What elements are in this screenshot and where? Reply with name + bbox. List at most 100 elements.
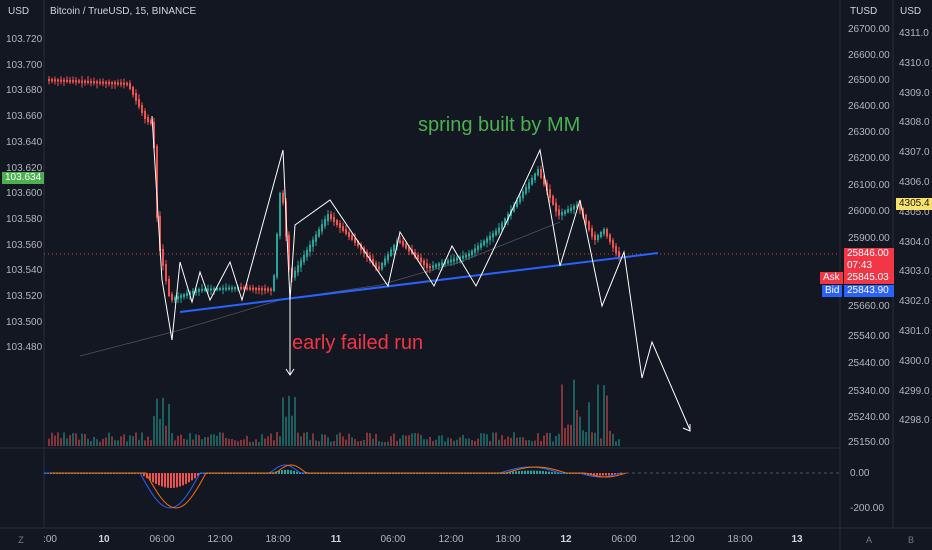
volume-bar [276, 432, 278, 446]
tusd-axis-tick-6: 26100.00 [848, 180, 890, 191]
macd-histogram-bar [596, 473, 598, 476]
volume-bar [468, 438, 470, 446]
candle-body [327, 214, 329, 222]
bid-price-tag: 25843.90 [844, 285, 894, 297]
candle-body [531, 178, 533, 185]
volume-bar [462, 434, 464, 446]
volume-bar [597, 384, 599, 446]
time-tick-9: 12 [560, 534, 572, 545]
volume-bar [243, 439, 245, 446]
volume-bar [351, 437, 353, 446]
volume-bar [150, 440, 152, 446]
tusd-axis-tick-7: 26000.00 [848, 206, 890, 217]
candle-body [612, 240, 614, 248]
zoom-reset-button[interactable]: Z [18, 535, 24, 545]
failed-run-annotation[interactable]: early failed run [292, 332, 424, 354]
volume-bar [144, 440, 146, 446]
candle-body [258, 288, 260, 291]
volume-bar [552, 441, 554, 446]
candle-body [69, 80, 71, 83]
macd-histogram-bar [188, 473, 190, 483]
volume-bar [435, 439, 437, 446]
candle-body [297, 265, 299, 273]
candle-body [72, 80, 74, 83]
candle-body [573, 206, 575, 210]
macd-histogram-bar [158, 473, 160, 486]
candle-body [57, 79, 59, 82]
volume-bar [357, 441, 359, 446]
tusd-axis-tick-12: 25340.00 [848, 386, 890, 397]
volume-bar [561, 384, 563, 446]
volume-bar [423, 439, 425, 446]
candle-body [417, 254, 419, 260]
candle-body [450, 259, 452, 263]
candle-body [372, 259, 374, 265]
bid-ask-toggle-button[interactable]: B [907, 535, 914, 545]
volume-bar [258, 441, 260, 446]
usd-axis-tick-0: 4311.0 [899, 28, 929, 39]
volume-bar [240, 439, 242, 446]
volume-bar [162, 397, 164, 446]
volume-bar [135, 432, 137, 446]
volume-bar [255, 439, 257, 446]
volume-bar [513, 432, 515, 446]
candle-body [489, 235, 491, 241]
volume-bar [420, 435, 422, 446]
candle-body [465, 254, 467, 258]
left-axis-tick-0: 103.720 [6, 34, 43, 45]
candle-body [420, 257, 422, 263]
zigzag-drawing [151, 115, 691, 431]
candle-body [597, 235, 599, 240]
volume-bar [204, 437, 206, 446]
candle-body [150, 120, 152, 124]
macd-histogram-bar [548, 471, 550, 474]
candle-body [186, 292, 188, 296]
volume-bar [66, 438, 68, 446]
candle-body [321, 224, 323, 232]
macd-histogram-bar [161, 473, 163, 487]
volume-bar [522, 437, 524, 446]
macd-histogram-bar [599, 473, 601, 476]
candle-body [579, 204, 581, 211]
candle-body [537, 169, 539, 176]
candle-body [111, 82, 113, 85]
symbol-title[interactable]: Bitcoin / TrueUSD, 15, BINANCE [50, 6, 197, 17]
volume-bar [261, 434, 263, 446]
volume-bar [114, 440, 116, 446]
candle-body [516, 200, 518, 207]
time-tick-1: 10 [98, 534, 110, 545]
tusd-axis-tick-8: 25900.00 [848, 233, 890, 244]
macd-histogram-bar [278, 470, 280, 474]
volume-bar [141, 432, 143, 446]
volume-bar [327, 437, 329, 446]
volume-bar [519, 437, 521, 446]
usd-axis-tick-10: 4301.0 [899, 326, 930, 337]
candle-body [243, 287, 245, 290]
usd-axis-tick-7: 4304.0 [899, 236, 930, 248]
candle-body [336, 220, 338, 225]
candle-body [279, 192, 281, 236]
usd-axis-tick-8: 4303.0 [899, 266, 930, 278]
auto-scale-button[interactable]: A [865, 535, 872, 545]
tusd-axis-tick-1: 26600.00 [848, 50, 890, 61]
usd-axis-tick-5: 4306.0 [899, 177, 930, 188]
tusd-axis-tick-5: 26200.00 [848, 153, 890, 164]
volume-bar [456, 439, 458, 446]
volume-bar [336, 434, 338, 446]
spring-annotation[interactable]: spring built by MM [418, 114, 581, 136]
volume-bar [171, 432, 173, 446]
candle-body [171, 294, 173, 301]
volume-bar [567, 424, 569, 446]
candle-body [165, 264, 167, 281]
candle-body [276, 234, 278, 278]
volume-bar [264, 438, 266, 446]
candle-body [483, 240, 485, 246]
candle-body [300, 260, 302, 268]
volume-bar [285, 416, 287, 446]
candle-body [198, 288, 200, 292]
volume-bar [516, 437, 518, 446]
volume-bar [117, 440, 119, 446]
candle-body [318, 229, 320, 237]
candle-body [294, 270, 296, 278]
